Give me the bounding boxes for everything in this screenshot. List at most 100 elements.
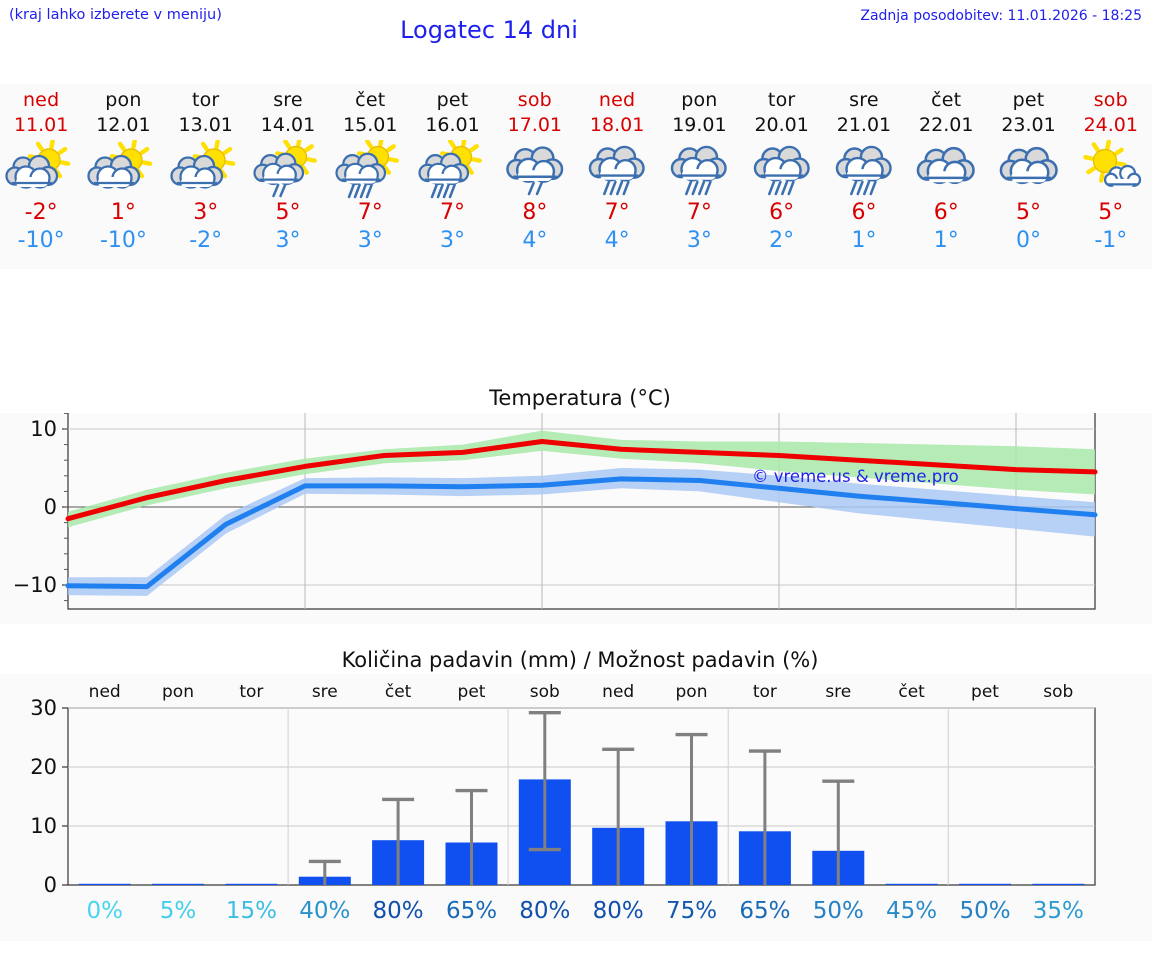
svg-text:10: 10 bbox=[30, 814, 57, 838]
svg-text:sre: sre bbox=[825, 682, 851, 702]
svg-text:čet: čet bbox=[898, 682, 925, 702]
temperature-chart-svg: −10 0 10 © vreme.us & vreme.pro bbox=[13, 408, 1098, 610]
day-date-label: 16.01 bbox=[425, 114, 480, 136]
last-updated-label: Zadnja posodobitev: 11.01.2026 - 18:25 bbox=[860, 8, 1142, 24]
day-max-temperature: 1° bbox=[110, 200, 136, 225]
day-of-week-label: ned bbox=[22, 89, 60, 111]
sun-cloud-rain-icon bbox=[414, 140, 492, 202]
svg-text:čet: čet bbox=[385, 682, 412, 702]
day-max-temperature: 6° bbox=[933, 200, 959, 225]
day-date-label: 19.01 bbox=[672, 114, 727, 136]
day-min-temperature: 3° bbox=[275, 228, 301, 253]
day-of-week-label: tor bbox=[191, 89, 220, 111]
day-column-8[interactable]: ned 18.01 7° 4° bbox=[576, 84, 658, 269]
day-date-label: 20.01 bbox=[754, 114, 809, 136]
day-column-14[interactable]: sob 24.01 5° -1° bbox=[1070, 84, 1152, 269]
cloud-light-rain-icon bbox=[496, 140, 574, 202]
day-of-week-label: pet bbox=[436, 89, 469, 111]
svg-text:pon: pon bbox=[162, 682, 194, 702]
svg-text:80%: 80% bbox=[519, 898, 570, 924]
day-max-temperature: 7° bbox=[686, 200, 712, 225]
svg-text:tor: tor bbox=[239, 682, 263, 702]
day-column-3[interactable]: tor 13.01 3° -2° bbox=[165, 84, 247, 269]
day-date-label: 14.01 bbox=[260, 114, 316, 136]
svg-text:20: 20 bbox=[30, 755, 57, 779]
day-of-week-label: tor bbox=[767, 89, 796, 111]
day-max-temperature: 5° bbox=[275, 200, 301, 225]
day-min-temperature: -10° bbox=[99, 228, 147, 253]
day-date-label: 15.01 bbox=[343, 114, 398, 136]
day-min-temperature: 1° bbox=[933, 228, 959, 253]
page-header: (kraj lahko izberete v meniju) Logatec 1… bbox=[0, 0, 1152, 60]
temperature-chart-title: Temperatura (°C) bbox=[0, 385, 1152, 413]
svg-text:35%: 35% bbox=[1033, 898, 1084, 924]
svg-text:80%: 80% bbox=[373, 898, 424, 924]
svg-text:ned: ned bbox=[602, 682, 634, 702]
location-select-hint[interactable]: (kraj lahko izberete v meniju) bbox=[9, 7, 222, 23]
day-column-6[interactable]: pet 16.01 7° 3° bbox=[411, 84, 493, 269]
day-of-week-label: ned bbox=[598, 89, 636, 111]
day-column-2[interactable]: pon 12.01 1° -10° bbox=[82, 84, 164, 269]
cloudy-icon bbox=[990, 140, 1068, 202]
svg-text:40%: 40% bbox=[299, 898, 350, 924]
day-date-label: 11.01 bbox=[13, 114, 69, 136]
day-min-temperature: 0° bbox=[1016, 228, 1042, 253]
svg-text:5%: 5% bbox=[160, 898, 197, 924]
spacer-two bbox=[0, 624, 1152, 648]
day-max-temperature: 5° bbox=[1016, 200, 1042, 225]
cloud-rain-icon bbox=[578, 140, 656, 202]
svg-text:45%: 45% bbox=[886, 898, 937, 924]
spacer-one bbox=[0, 269, 1152, 386]
day-column-9[interactable]: pon 19.01 7° 3° bbox=[658, 84, 740, 269]
day-column-1[interactable]: ned 11.01 -2° -10° bbox=[0, 84, 82, 269]
svg-text:30: 30 bbox=[30, 696, 57, 720]
day-max-temperature: 7° bbox=[357, 200, 383, 225]
day-date-label: 12.01 bbox=[96, 114, 151, 136]
day-column-11[interactable]: sre 21.01 6° 1° bbox=[823, 84, 905, 269]
day-date-label: 13.01 bbox=[178, 114, 233, 136]
cloudy-icon bbox=[907, 140, 985, 202]
svg-text:65%: 65% bbox=[739, 898, 790, 924]
day-of-week-label: pon bbox=[105, 89, 142, 111]
svg-text:−10: −10 bbox=[13, 573, 57, 597]
day-max-temperature: 6° bbox=[851, 200, 877, 225]
day-column-5[interactable]: čet 15.01 7° 3° bbox=[329, 84, 411, 269]
day-column-7[interactable]: sob 17.01 8° 4° bbox=[494, 84, 576, 269]
day-max-temperature: 8° bbox=[522, 200, 548, 225]
day-column-13[interactable]: pet 23.01 5° 0° bbox=[987, 84, 1069, 269]
sunny-cloud-icon bbox=[1072, 140, 1150, 202]
day-min-temperature: 3° bbox=[686, 228, 712, 253]
precipitation-chart-section: Količina padavin (mm) / Možnost padavin … bbox=[0, 647, 1152, 941]
day-min-temperature: 1° bbox=[851, 228, 877, 253]
day-column-12[interactable]: čet 22.01 6° 1° bbox=[905, 84, 987, 269]
cloud-rain-icon bbox=[660, 140, 738, 202]
day-min-temperature: 3° bbox=[357, 228, 383, 253]
svg-text:sob: sob bbox=[1043, 682, 1073, 702]
day-date-label: 24.01 bbox=[1083, 114, 1138, 136]
day-min-temperature: -10° bbox=[17, 228, 65, 253]
day-min-temperature: 3° bbox=[440, 228, 466, 253]
svg-text:65%: 65% bbox=[446, 898, 497, 924]
svg-text:tor: tor bbox=[753, 682, 777, 702]
day-min-temperature: 4° bbox=[522, 228, 548, 253]
day-date-label: 21.01 bbox=[836, 114, 892, 136]
svg-text:75%: 75% bbox=[666, 898, 717, 924]
day-of-week-label: čet bbox=[931, 89, 962, 111]
day-max-temperature: 5° bbox=[1098, 200, 1124, 225]
svg-text:© vreme.us & vreme.pro: © vreme.us & vreme.pro bbox=[752, 467, 959, 486]
day-max-temperature: 7° bbox=[604, 200, 630, 225]
day-min-temperature: -2° bbox=[189, 228, 223, 253]
day-min-temperature: -1° bbox=[1094, 228, 1128, 253]
svg-text:50%: 50% bbox=[959, 898, 1010, 924]
svg-text:15%: 15% bbox=[226, 898, 277, 924]
day-date-label: 22.01 bbox=[919, 114, 974, 136]
day-column-4[interactable]: sre 14.01 5° 3° bbox=[247, 84, 329, 269]
day-max-temperature: 7° bbox=[440, 200, 466, 225]
day-column-10[interactable]: tor 20.01 6° 2° bbox=[741, 84, 823, 269]
temperature-chart-section: Temperatura (°C) −10 0 10 © vreme.us & vrem… bbox=[0, 385, 1152, 624]
day-max-temperature: 6° bbox=[769, 200, 795, 225]
svg-text:pon: pon bbox=[676, 682, 708, 702]
svg-text:pet: pet bbox=[458, 682, 486, 702]
svg-text:0%: 0% bbox=[86, 898, 123, 924]
day-of-week-label: sre bbox=[273, 89, 303, 111]
